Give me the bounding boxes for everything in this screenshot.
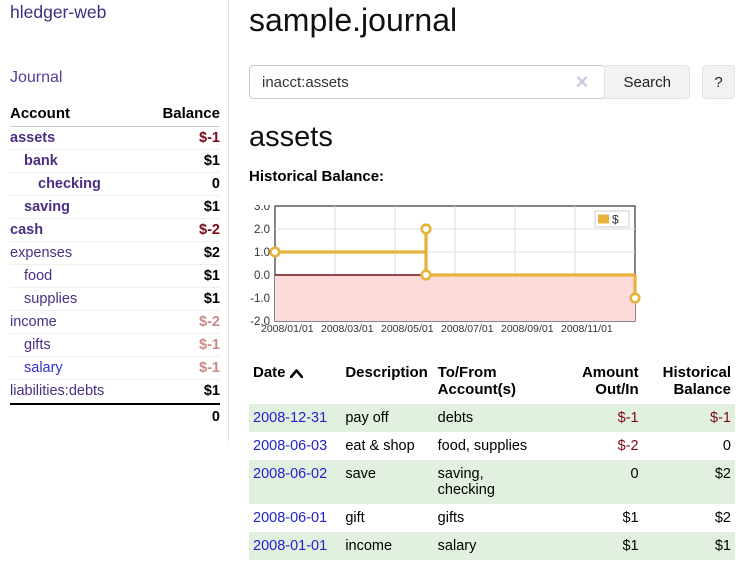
svg-text:1.0: 1.0: [254, 247, 270, 259]
svg-text:0.0: 0.0: [254, 270, 270, 282]
svg-text:2008/07/01: 2008/07/01: [441, 323, 494, 335]
svg-text:2.0: 2.0: [254, 224, 270, 236]
svg-text:2008/09/01: 2008/09/01: [501, 323, 554, 335]
svg-text:2008/11/01: 2008/11/01: [561, 323, 613, 335]
svg-text:-1.0: -1.0: [250, 293, 270, 305]
svg-text:2008/01/01: 2008/01/01: [261, 323, 314, 335]
svg-text:2008/03/01: 2008/03/01: [321, 323, 374, 335]
svg-text:3.0: 3.0: [254, 205, 270, 213]
svg-text:2008/05/01: 2008/05/01: [381, 323, 434, 335]
svg-text:$: $: [612, 213, 619, 227]
